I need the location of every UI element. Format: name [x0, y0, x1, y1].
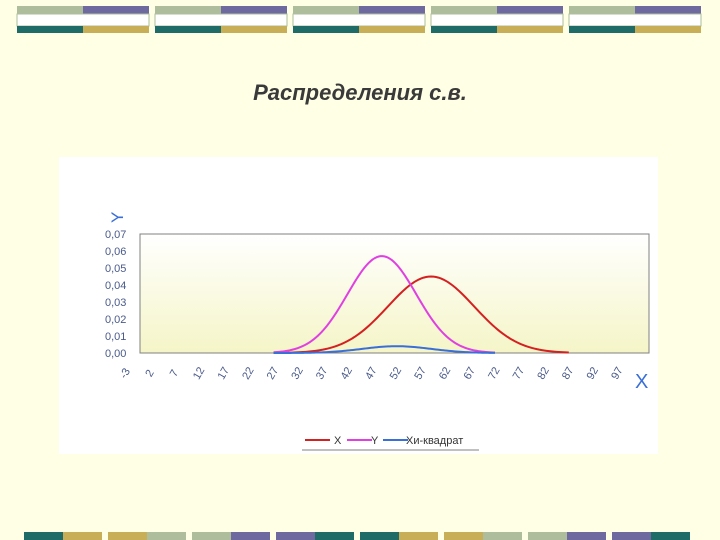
chart-svg: 0,070,060,050,040,030,020,010,00 -3 2 7 12 1… — [105, 212, 650, 451]
legend-item: X — [305, 435, 342, 447]
bottom-deco-block — [612, 532, 690, 540]
bottom-deco-block — [276, 532, 354, 540]
x-tick-label: 17 — [216, 365, 233, 382]
y-tick-label: 0,00 — [105, 348, 126, 360]
top-deco-block — [430, 6, 564, 33]
bottom-deco-block — [360, 532, 438, 540]
bottom-deco-block — [192, 532, 270, 540]
y-axis-label: Y — [108, 212, 127, 223]
top-deco-block — [568, 6, 702, 33]
bottom-decoration — [24, 532, 690, 540]
legend-label: X — [334, 435, 342, 447]
x-tick-label: 2 — [143, 368, 156, 379]
x-tick-label: 7 — [168, 368, 181, 379]
y-tick-label: 0,07 — [105, 229, 126, 241]
legend-item: Хи-квадрат — [383, 435, 463, 447]
y-tick-label: 0,06 — [105, 246, 126, 258]
bottom-deco-block — [24, 532, 102, 540]
x-tick-label: 12 — [191, 365, 208, 382]
x-tick-label: 97 — [609, 365, 626, 382]
x-tick-label: 67 — [462, 365, 479, 382]
y-tick-label: 0,01 — [105, 331, 126, 343]
x-tick-label: -3 — [118, 366, 133, 380]
x-tick-label: 77 — [511, 365, 528, 382]
bottom-deco-block — [444, 532, 522, 540]
y-tick-label: 0,03 — [105, 297, 126, 309]
x-tick-label: 57 — [412, 365, 429, 382]
y-tick-label: 0,02 — [105, 314, 126, 326]
x-tick-label: 62 — [437, 365, 454, 382]
x-tick-label: 22 — [240, 365, 257, 382]
legend-label: Y — [371, 435, 379, 447]
y-axis-ticks: 0,07 0,06 0,05 0,04 0,03 0,02 0,01 0,00 — [105, 229, 126, 360]
series-line — [273, 255, 496, 354]
bottom-deco-block — [108, 532, 186, 540]
x-tick-label: 82 — [535, 365, 552, 382]
series-line — [273, 275, 569, 354]
legend: X Y Хи-квадрат — [302, 435, 479, 451]
plot-area — [139, 233, 650, 354]
series-line — [273, 345, 496, 354]
top-deco-block — [292, 6, 426, 33]
x-tick-label: 92 — [585, 365, 602, 382]
x-axis-label: X — [635, 371, 648, 393]
x-tick-label: 42 — [339, 365, 356, 382]
y-tick-label: 0,04 — [105, 280, 126, 292]
top-decoration — [16, 6, 702, 33]
top-deco-block — [154, 6, 288, 33]
legend-item: Y — [347, 435, 379, 447]
bottom-deco-block — [528, 532, 606, 540]
x-tick-label: 87 — [560, 365, 577, 382]
top-deco-block — [16, 6, 150, 33]
x-tick-label: 72 — [486, 365, 503, 382]
x-tick-label: 37 — [314, 365, 331, 382]
series-lines — [273, 255, 569, 354]
chart-panel: 0,07 0,06 0,05 0,04 0,03 0,02 0,01 0,00 -3 2 7 12 1… — [59, 157, 658, 454]
slide-title: Распределения с.в. — [253, 80, 467, 105]
x-tick-label: 27 — [265, 365, 282, 382]
x-axis-ticks: -3 2 7 12 17 22 27 32 37 42 47 52 57 62 67 72 77 82 87 92 97 — [118, 365, 626, 382]
x-tick-label: 32 — [289, 365, 306, 382]
legend-label: Хи-квадрат — [406, 435, 463, 447]
y-tick-label: 0,05 — [105, 263, 126, 275]
x-tick-label: 47 — [363, 365, 380, 382]
x-tick-label: 52 — [388, 365, 405, 382]
